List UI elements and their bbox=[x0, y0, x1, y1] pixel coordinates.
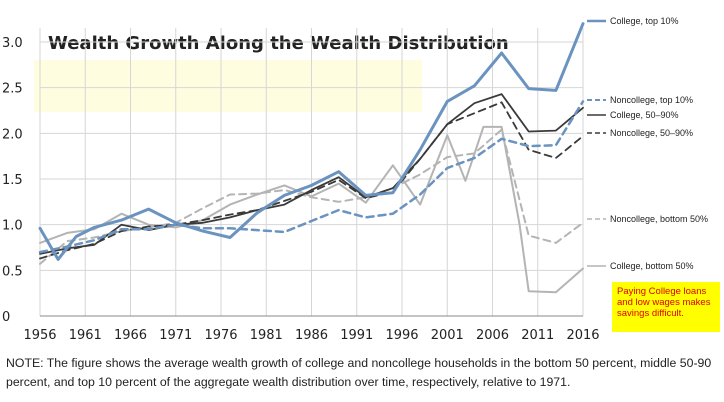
x-tick-label: 1961 bbox=[69, 328, 102, 343]
y-tick-label: 2.5 bbox=[2, 82, 23, 97]
x-tick-label: 1996 bbox=[385, 328, 418, 343]
chart-title: Wealth Growth Along the Wealth Distribut… bbox=[48, 33, 509, 54]
y-tick-label: 1.0 bbox=[2, 219, 23, 234]
series-line-5 bbox=[39, 125, 584, 294]
footnote: NOTE: The figure shows the average wealt… bbox=[6, 356, 712, 389]
x-tick-label: 1986 bbox=[295, 328, 328, 343]
annotation-line: and low wages makes bbox=[617, 297, 711, 308]
legend: College, top 10% Noncollege, top 10% Colle… bbox=[587, 16, 708, 271]
x-tick-label: 2011 bbox=[521, 328, 554, 343]
annotation-box: Paying College loans and low wages makes… bbox=[612, 282, 720, 332]
legend-label: Noncollege, top 10% bbox=[610, 95, 693, 105]
series-line-1 bbox=[38, 100, 585, 254]
y-tick-label: 2.0 bbox=[2, 127, 23, 142]
legend-label: College, 50–90% bbox=[610, 110, 679, 120]
x-tick-label: 2001 bbox=[431, 328, 464, 343]
x-tick-label: 1956 bbox=[23, 328, 56, 343]
series-line-3 bbox=[39, 101, 584, 260]
x-tick-label: 1991 bbox=[340, 328, 373, 343]
y-tick-label: 3.0 bbox=[2, 36, 23, 51]
y-axis-ticks: 0 0.5 1.0 1.5 2.0 2.5 3.0 bbox=[2, 36, 23, 325]
x-axis-ticks: 1956 1961 1966 1971 1976 1981 1986 1991 1996 2001… bbox=[23, 328, 599, 343]
legend-label: Noncollege, bottom 50% bbox=[610, 214, 708, 224]
series-line-0 bbox=[38, 22, 585, 261]
y-tick-label: 0 bbox=[2, 310, 10, 325]
x-tick-label: 1966 bbox=[114, 328, 147, 343]
y-tick-label: 1.5 bbox=[2, 173, 23, 188]
x-tick-label: 2016 bbox=[566, 328, 599, 343]
legend-label: College, bottom 50% bbox=[610, 261, 694, 271]
title-highlight-box bbox=[34, 60, 422, 112]
annotation-line: savings difficult. bbox=[617, 308, 684, 319]
annotation-line: Paying College loans bbox=[617, 286, 707, 297]
x-tick-label: 2006 bbox=[476, 328, 509, 343]
legend-label: College, top 10% bbox=[610, 16, 679, 26]
legend-label: Noncollege, 50–90% bbox=[610, 128, 693, 138]
x-tick-label: 1976 bbox=[204, 328, 237, 343]
y-tick-label: 0.5 bbox=[2, 264, 23, 279]
x-tick-label: 1981 bbox=[250, 328, 283, 343]
x-tick-label: 1971 bbox=[159, 328, 192, 343]
series-line-2 bbox=[39, 93, 584, 255]
chart: Wealth Growth Along the Wealth Distribut… bbox=[2, 16, 708, 343]
series-lines bbox=[38, 22, 585, 294]
